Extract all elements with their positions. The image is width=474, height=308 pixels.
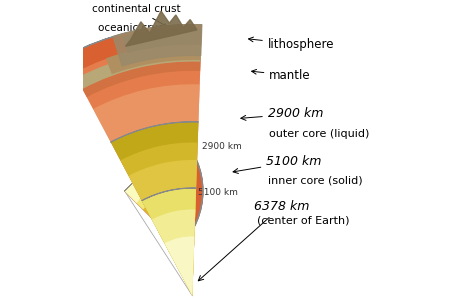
Wedge shape: [125, 136, 203, 246]
Text: upper mantle: upper mantle: [86, 48, 202, 63]
Wedge shape: [106, 43, 201, 74]
Polygon shape: [113, 25, 202, 66]
Wedge shape: [71, 37, 201, 75]
Text: mantle: mantle: [252, 69, 311, 82]
Wedge shape: [125, 157, 173, 225]
Wedge shape: [128, 160, 197, 296]
Text: outer core (liquid): outer core (liquid): [269, 129, 370, 139]
Text: (center of Earth): (center of Earth): [257, 215, 349, 225]
Text: 5100 km: 5100 km: [199, 188, 238, 197]
Text: asthenosphere: asthenosphere: [89, 69, 175, 83]
Wedge shape: [125, 172, 151, 209]
Text: 5100 km: 5100 km: [233, 155, 322, 173]
Wedge shape: [120, 143, 198, 296]
Wedge shape: [110, 122, 199, 296]
Text: 2900 km: 2900 km: [241, 107, 323, 120]
Wedge shape: [65, 25, 202, 83]
Wedge shape: [142, 188, 196, 296]
Text: inner core (solid): inner core (solid): [268, 175, 363, 185]
Wedge shape: [125, 169, 176, 213]
Wedge shape: [123, 28, 202, 53]
Text: lithosphere: lithosphere: [248, 37, 334, 51]
Wedge shape: [93, 84, 200, 296]
Wedge shape: [65, 25, 202, 296]
Wedge shape: [77, 49, 201, 89]
Wedge shape: [81, 59, 201, 97]
Wedge shape: [152, 209, 195, 296]
Polygon shape: [126, 11, 197, 46]
Wedge shape: [125, 145, 189, 237]
Text: oceanic crust: oceanic crust: [99, 23, 173, 44]
Wedge shape: [125, 179, 142, 203]
Text: 6378 km: 6378 km: [198, 200, 310, 281]
Wedge shape: [125, 162, 165, 220]
Text: continental crust: continental crust: [92, 4, 181, 32]
Text: 2900 km: 2900 km: [201, 142, 241, 151]
Wedge shape: [164, 237, 194, 296]
Wedge shape: [74, 44, 201, 296]
